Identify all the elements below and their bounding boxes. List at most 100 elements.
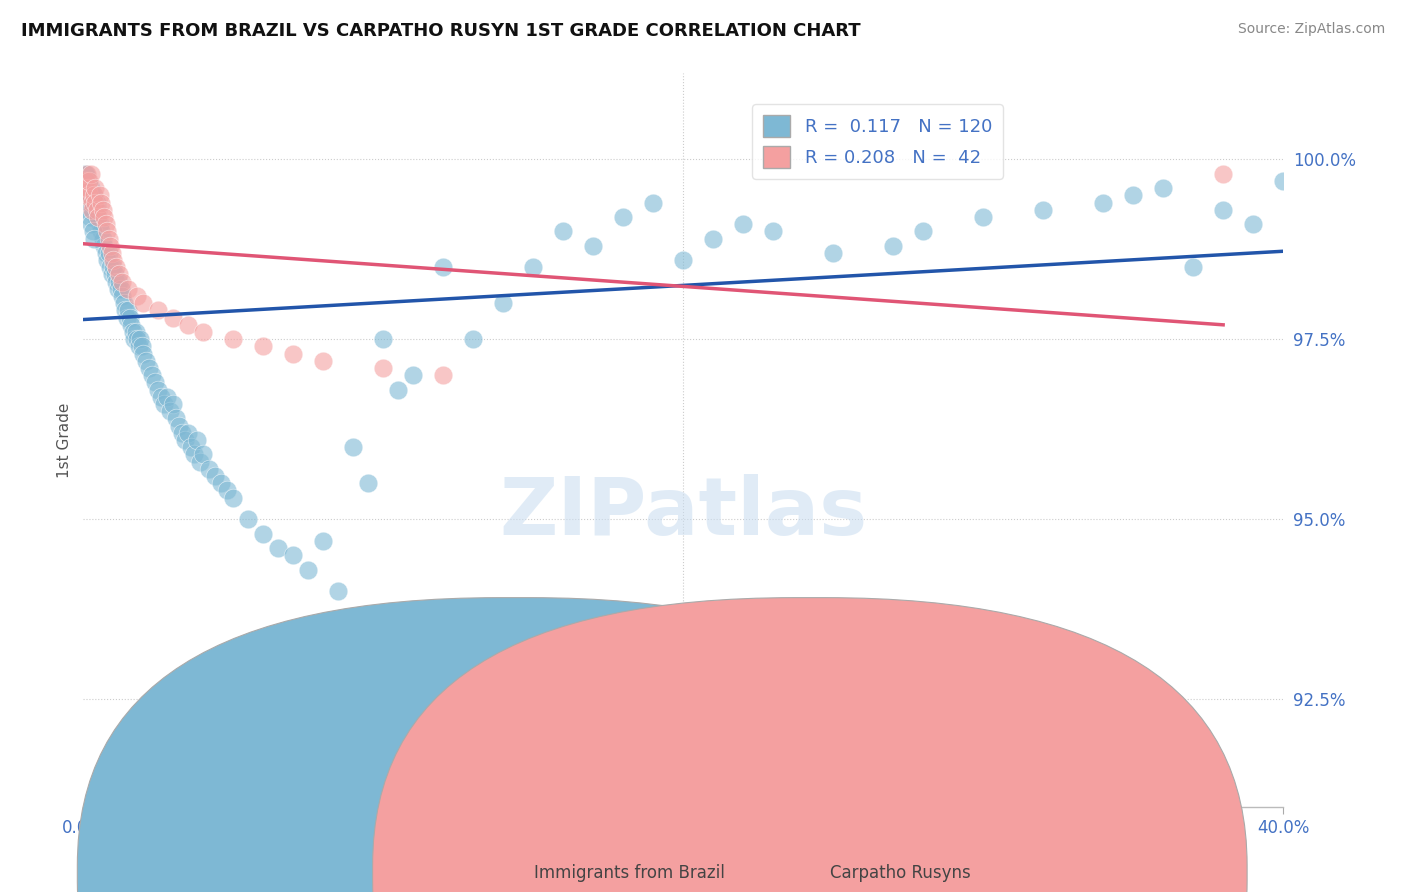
- Point: [217, 483, 239, 498]
- Point: [141, 368, 163, 383]
- Point: [73, 188, 96, 202]
- Point: [80, 181, 103, 195]
- Point: [972, 210, 994, 224]
- Point: [84, 210, 107, 224]
- Point: [75, 167, 97, 181]
- Point: [96, 224, 118, 238]
- Point: [522, 260, 544, 275]
- Point: [162, 397, 184, 411]
- Point: [111, 275, 134, 289]
- Point: [153, 397, 176, 411]
- Point: [84, 202, 107, 217]
- Point: [204, 469, 226, 483]
- Point: [129, 332, 152, 346]
- Point: [143, 376, 166, 390]
- Point: [165, 411, 187, 425]
- Point: [103, 260, 125, 275]
- Text: Source: ZipAtlas.com: Source: ZipAtlas.com: [1237, 22, 1385, 37]
- Point: [82, 195, 104, 210]
- Point: [96, 253, 118, 268]
- Point: [79, 210, 101, 224]
- Point: [79, 188, 101, 202]
- Point: [283, 548, 305, 562]
- Point: [103, 253, 125, 268]
- Point: [357, 476, 380, 491]
- Point: [135, 354, 157, 368]
- Point: [86, 195, 108, 210]
- Point: [75, 174, 97, 188]
- Point: [138, 361, 160, 376]
- Point: [93, 238, 115, 252]
- Point: [1241, 217, 1264, 231]
- Point: [89, 217, 111, 231]
- Point: [77, 181, 100, 195]
- Point: [159, 404, 181, 418]
- Point: [672, 253, 695, 268]
- Point: [387, 383, 409, 397]
- Point: [82, 224, 104, 238]
- Point: [115, 310, 138, 325]
- Point: [188, 454, 211, 468]
- Point: [93, 210, 115, 224]
- Point: [112, 296, 135, 310]
- Point: [209, 476, 232, 491]
- Point: [89, 188, 111, 202]
- Point: [186, 433, 208, 447]
- Point: [702, 231, 724, 245]
- Point: [73, 167, 96, 181]
- Point: [612, 210, 634, 224]
- Point: [283, 346, 305, 360]
- Point: [117, 303, 139, 318]
- Point: [76, 174, 98, 188]
- Point: [94, 246, 117, 260]
- Point: [114, 303, 136, 318]
- Point: [75, 181, 97, 195]
- Point: [373, 332, 395, 346]
- Point: [823, 246, 845, 260]
- Point: [105, 275, 128, 289]
- Point: [128, 339, 150, 353]
- Point: [463, 332, 485, 346]
- Point: [174, 433, 197, 447]
- Point: [86, 202, 108, 217]
- Point: [267, 541, 290, 555]
- Point: [180, 440, 202, 454]
- Point: [125, 325, 148, 339]
- Point: [177, 318, 200, 332]
- Point: [252, 526, 274, 541]
- Point: [97, 246, 120, 260]
- Point: [124, 332, 146, 346]
- Point: [1152, 181, 1174, 195]
- Point: [252, 339, 274, 353]
- Point: [79, 174, 101, 188]
- Point: [117, 282, 139, 296]
- Point: [86, 202, 108, 217]
- Point: [132, 296, 155, 310]
- Point: [156, 390, 179, 404]
- Point: [198, 462, 221, 476]
- Point: [1182, 260, 1205, 275]
- Text: Immigrants from Brazil: Immigrants from Brazil: [534, 864, 725, 882]
- Point: [183, 447, 205, 461]
- Point: [733, 217, 755, 231]
- Point: [402, 368, 425, 383]
- Point: [373, 361, 395, 376]
- Point: [177, 425, 200, 440]
- Point: [98, 260, 121, 275]
- Point: [76, 167, 98, 181]
- Point: [87, 210, 110, 224]
- Point: [193, 325, 215, 339]
- Point: [90, 224, 112, 238]
- Point: [193, 447, 215, 461]
- Point: [432, 260, 454, 275]
- Point: [222, 332, 245, 346]
- Point: [91, 202, 114, 217]
- Point: [1032, 202, 1054, 217]
- Point: [76, 181, 98, 195]
- Point: [91, 231, 114, 245]
- Point: [127, 289, 149, 303]
- Point: [105, 260, 128, 275]
- Point: [312, 533, 335, 548]
- Point: [83, 195, 105, 210]
- Point: [76, 188, 98, 202]
